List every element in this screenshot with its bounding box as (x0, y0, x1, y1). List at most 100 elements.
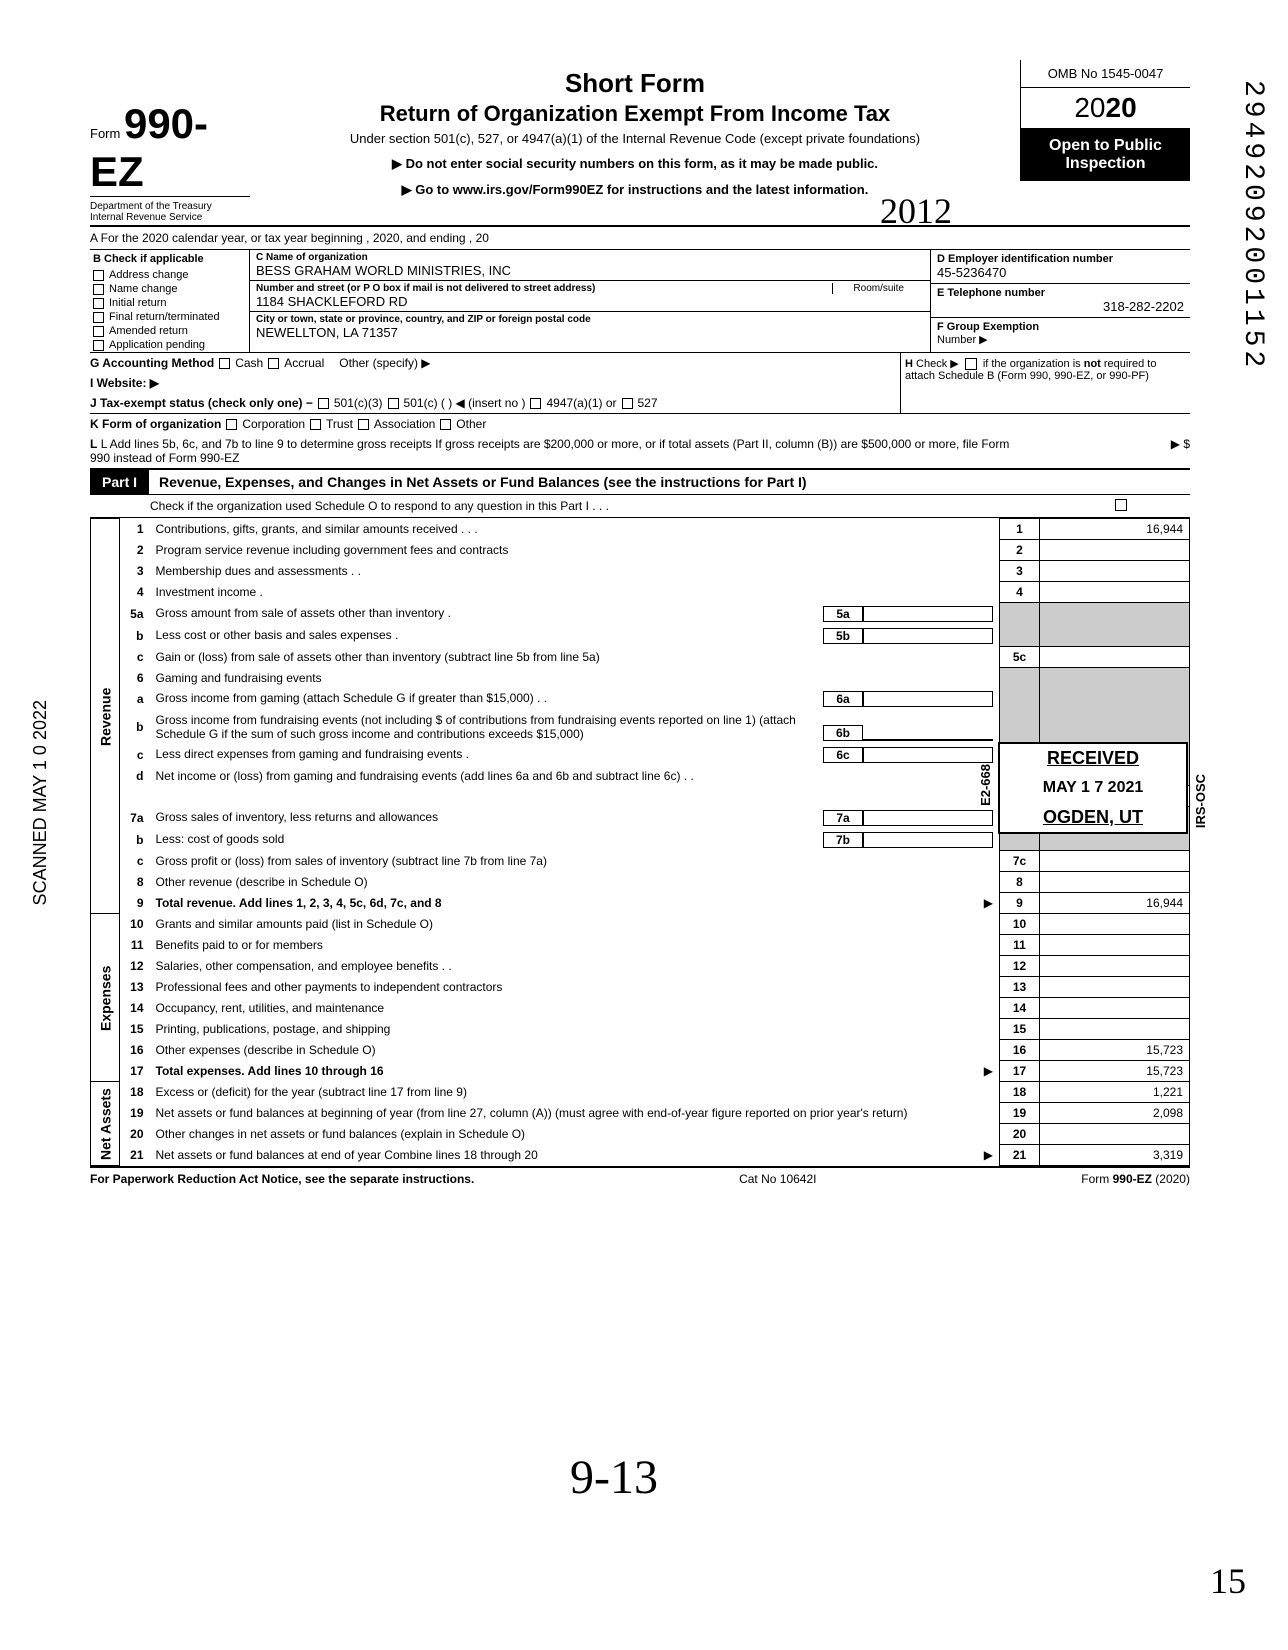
line-10-val (1040, 914, 1190, 935)
footer-left: For Paperwork Reduction Act Notice, see … (90, 1172, 474, 1186)
check-amended[interactable] (93, 326, 104, 337)
line-5a-mid: 5a (823, 606, 863, 622)
e-label: E Telephone number (937, 287, 1184, 299)
l-arrow: ▶ $ (1010, 437, 1190, 465)
line-9-val: 16,944 (1040, 893, 1190, 914)
check-address-change[interactable] (93, 270, 104, 281)
check-cash[interactable] (219, 358, 230, 369)
line-6d-desc: Net income or (loss) from gaming and fun… (150, 766, 1000, 786)
opt-trust: Trust (326, 417, 353, 431)
title-block: Short Form Return of Organization Exempt… (250, 60, 1020, 198)
room-suite: Room/suite (832, 283, 924, 294)
line-8-val (1040, 872, 1190, 893)
check-501c[interactable] (388, 398, 399, 409)
line-9-arrow: ▶ (984, 896, 993, 910)
col-b-right: D Employer identification number 45-5236… (930, 250, 1190, 352)
line-6-desc: Gaming and fundraising events (150, 668, 1000, 688)
row-i: I Website: ▶ (90, 373, 900, 393)
footer-right: Form 990-EZ (2020) (1081, 1172, 1190, 1186)
part1-header: Part I Revenue, Expenses, and Changes in… (90, 468, 1190, 495)
line-17-arrow: ▶ (984, 1064, 993, 1078)
line-13-val (1040, 977, 1190, 998)
dept-treasury: Department of the Treasury Internal Reve… (90, 196, 250, 223)
check-trust[interactable] (310, 419, 321, 430)
stamp-date: MAY 1 7 2021 (1004, 779, 1182, 797)
line-6b-desc: Gross income from fundraising events (no… (156, 713, 824, 741)
check-label-4: Amended return (109, 325, 188, 337)
check-corp[interactable] (226, 419, 237, 430)
check-accrual[interactable] (268, 358, 279, 369)
line-14-val (1040, 998, 1190, 1019)
line-20-desc: Other changes in net assets or fund bala… (150, 1124, 1000, 1145)
line-7c-val (1040, 851, 1190, 872)
line-17-desc: Total expenses. Add lines 10 through 16 (156, 1064, 384, 1078)
line-7b-mid: 7b (823, 832, 863, 848)
check-initial-return[interactable] (93, 298, 104, 309)
line-5c-num: 5c (1000, 647, 1040, 668)
line-16-val: 15,723 (1040, 1040, 1190, 1061)
part1-checkbox[interactable] (1115, 499, 1127, 511)
line-19-val: 2,098 (1040, 1103, 1190, 1124)
check-label-2: Initial return (109, 297, 166, 309)
check-h[interactable] (965, 358, 977, 370)
check-label-1: Name change (109, 283, 178, 295)
line-20-val (1040, 1124, 1190, 1145)
city-label: City or town, state or province, country… (256, 314, 924, 325)
line-8-desc: Other revenue (describe in Schedule O) (150, 872, 1000, 893)
part1-title: Revenue, Expenses, and Changes in Net As… (149, 474, 807, 490)
check-other-org[interactable] (440, 419, 451, 430)
col-b-checkboxes: B Check if applicable Address change Nam… (90, 250, 250, 352)
check-4947[interactable] (530, 398, 541, 409)
header-row: Form 990-EZ Department of the Treasury I… (90, 60, 1190, 223)
line-6a-midval (863, 691, 993, 707)
check-527[interactable] (622, 398, 633, 409)
d-label: D Employer identification number (937, 253, 1184, 265)
phone-value: 318-282-2202 (937, 299, 1184, 314)
handwriting-2012: 2012 (880, 190, 952, 232)
line-11-num: 11 (1000, 935, 1040, 956)
line-3-val (1040, 561, 1190, 582)
line-15-num: 15 (1000, 1019, 1040, 1040)
vert-revenue: Revenue (91, 519, 120, 914)
opt-assoc: Association (374, 417, 435, 431)
row-h: H Check ▶ if the organization is not req… (900, 353, 1190, 413)
city-value: NEWELLTON, LA 71357 (256, 325, 924, 340)
line-19-desc: Net assets or fund balances at beginning… (150, 1103, 1000, 1124)
line-18-desc: Excess or (deficit) for the year (subtra… (150, 1082, 1000, 1103)
check-final-return[interactable] (93, 312, 104, 323)
form-prefix: Form (90, 126, 120, 141)
line-18-num: 18 (1000, 1082, 1040, 1103)
line-6a-desc: Gross income from gaming (attach Schedul… (156, 691, 824, 707)
line-18-val: 1,221 (1040, 1082, 1190, 1103)
line-11-desc: Benefits paid to or for members (150, 935, 1000, 956)
check-pending[interactable] (93, 340, 104, 351)
part1-check-row: Check if the organization used Schedule … (90, 495, 1190, 518)
omb-number: OMB No 1545-0047 (1021, 60, 1190, 88)
line-12-num: 12 (1000, 956, 1040, 977)
col-b-mid: C Name of organization BESS GRAHAM WORLD… (250, 250, 930, 352)
check-501c3[interactable] (318, 398, 329, 409)
line-14-desc: Occupancy, rent, utilities, and maintena… (150, 998, 1000, 1019)
check-assoc[interactable] (358, 419, 369, 430)
side-number-right: 29492092001152 (1237, 80, 1268, 371)
check-name-change[interactable] (93, 284, 104, 295)
handwriting-15: 15 (1210, 1560, 1246, 1602)
line-1-desc: Contributions, gifts, grants, and simila… (150, 519, 1000, 540)
line-3-desc: Membership dues and assessments . . (150, 561, 1000, 582)
year-prefix: 20 (1074, 92, 1105, 123)
form-page: Form 990-EZ Department of the Treasury I… (90, 60, 1190, 1186)
stamp-location: OGDEN, UT (1004, 807, 1182, 828)
line-7b-desc: Less: cost of goods sold (156, 832, 824, 848)
line-7a-midval (863, 810, 993, 826)
line-2-val (1040, 540, 1190, 561)
row-g: G Accounting Method Cash Accrual Other (… (90, 353, 900, 373)
form-table: Revenue 1Contributions, gifts, grants, a… (90, 518, 1190, 1166)
line-6c-mid: 6c (823, 747, 863, 763)
open-public-text: Open to Public (1025, 137, 1186, 155)
line-17-num: 17 (1000, 1061, 1040, 1082)
addr-value: 1184 SHACKLEFORD RD (256, 294, 924, 309)
line-10-num: 10 (1000, 914, 1040, 935)
line-9-num: 9 (1000, 893, 1040, 914)
line-1-num: 1 (1000, 519, 1040, 540)
form-number-big: 990-EZ (90, 100, 208, 195)
